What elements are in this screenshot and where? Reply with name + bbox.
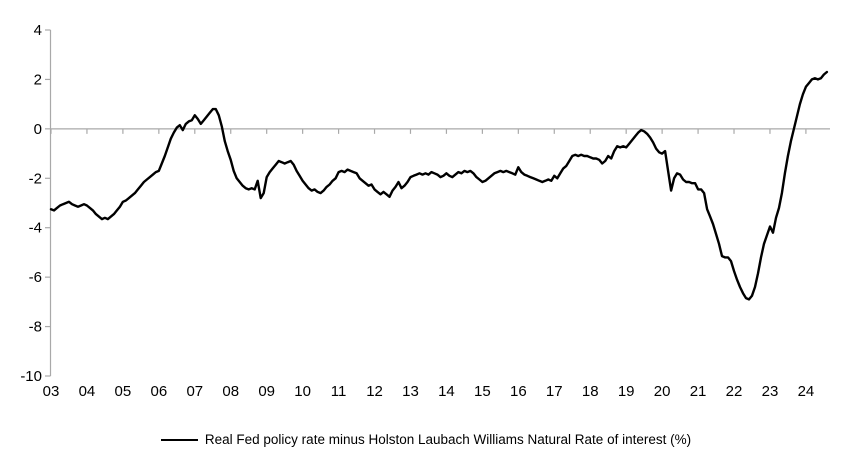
x-tick-label: 05 xyxy=(115,383,132,400)
y-tick-label: 2 xyxy=(34,71,42,88)
x-tick-label: 13 xyxy=(402,383,419,400)
x-tick-label: 23 xyxy=(762,383,779,400)
y-tick-label: -2 xyxy=(29,170,42,187)
x-tick-label: 12 xyxy=(366,383,383,400)
legend: Real Fed policy rate minus Holston Lauba… xyxy=(0,432,852,447)
x-tick-label: 22 xyxy=(726,383,743,400)
y-tick-label: 0 xyxy=(34,121,42,138)
legend-label: Real Fed policy rate minus Holston Lauba… xyxy=(204,432,692,447)
legend-line-swatch xyxy=(160,438,198,441)
x-tick-label: 24 xyxy=(798,383,815,400)
x-tick-label: 18 xyxy=(582,383,599,400)
x-tick-label: 21 xyxy=(690,383,707,400)
x-tick-label: 04 xyxy=(79,383,96,400)
x-tick-label: 20 xyxy=(654,383,671,400)
x-tick-label: 09 xyxy=(258,383,275,400)
series-line xyxy=(49,70,829,301)
x-tick-label: 11 xyxy=(331,383,347,400)
x-tick-label: 17 xyxy=(546,383,563,400)
x-tick-label: 08 xyxy=(222,383,239,400)
x-tick-label: 06 xyxy=(151,383,168,400)
x-tick-label: 07 xyxy=(186,383,203,400)
x-tick-label: 14 xyxy=(438,383,455,400)
x-tick-label: 03 xyxy=(43,383,60,400)
y-tick-label: -10 xyxy=(20,368,42,385)
x-tick-label: 10 xyxy=(294,383,311,400)
y-tick-label: -6 xyxy=(29,269,42,286)
x-tick-label: 19 xyxy=(618,383,635,400)
x-tick-label: 15 xyxy=(474,383,491,400)
y-tick-label: -8 xyxy=(29,319,42,336)
x-tick-label: 16 xyxy=(510,383,527,400)
y-tick-label: -4 xyxy=(29,220,42,237)
y-tick-label: 4 xyxy=(34,22,42,39)
